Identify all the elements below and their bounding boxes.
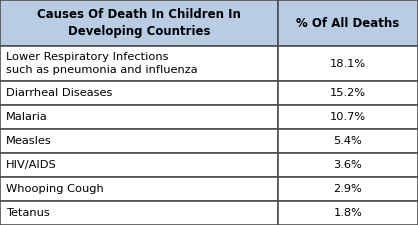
Text: 5.4%: 5.4% [334, 136, 362, 146]
Bar [0, 177, 278, 201]
Bar [0, 0, 278, 46]
Bar [0, 201, 278, 225]
Text: Causes Of Death In Children In
Developing Countries: Causes Of Death In Children In Developin… [37, 8, 241, 38]
Text: 18.1%: 18.1% [330, 58, 366, 69]
Bar [278, 153, 418, 177]
Text: 1.8%: 1.8% [334, 208, 362, 218]
Text: Measles: Measles [6, 136, 52, 146]
Text: HIV/AIDS: HIV/AIDS [6, 160, 57, 170]
Text: 3.6%: 3.6% [334, 160, 362, 170]
Bar [0, 81, 278, 105]
Bar [278, 46, 418, 81]
Bar [0, 129, 278, 153]
Text: Lower Respiratory Infections
such as pneumonia and influenza: Lower Respiratory Infections such as pne… [6, 52, 198, 75]
Text: 15.2%: 15.2% [330, 88, 366, 98]
Text: Tetanus: Tetanus [6, 208, 50, 218]
Bar [278, 81, 418, 105]
Bar [0, 153, 278, 177]
Text: Whooping Cough: Whooping Cough [6, 184, 104, 194]
Text: Diarrheal Diseases: Diarrheal Diseases [6, 88, 112, 98]
Text: 10.7%: 10.7% [330, 112, 366, 122]
Bar [278, 0, 418, 46]
Text: 2.9%: 2.9% [334, 184, 362, 194]
Bar [278, 177, 418, 201]
Bar [0, 105, 278, 129]
Bar [0, 46, 278, 81]
Text: Malaria: Malaria [6, 112, 48, 122]
Bar [278, 129, 418, 153]
Text: % Of All Deaths: % Of All Deaths [296, 17, 400, 29]
Bar [278, 201, 418, 225]
Bar [278, 105, 418, 129]
